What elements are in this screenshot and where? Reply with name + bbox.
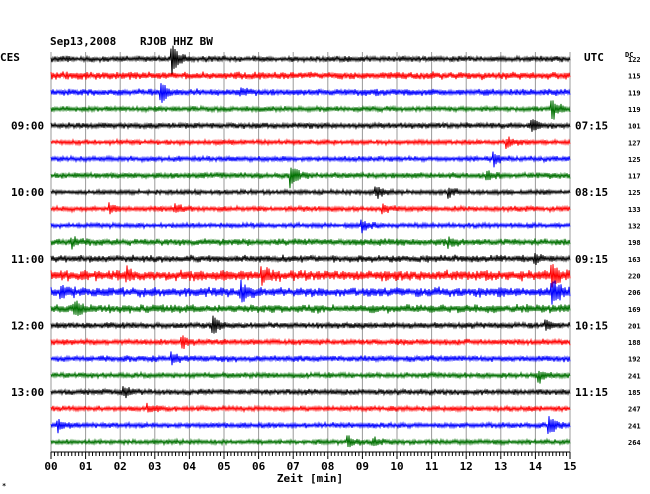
corner-mark: * [2,482,6,490]
trace-line [50,386,571,399]
trace-line [50,219,571,234]
right-time-label: 09:15 [575,253,608,266]
dc-offset-label: 125 [628,189,641,197]
x-tick-label: 13 [494,460,507,473]
minute-grid [50,52,571,452]
left-time-label: 11:00 [11,253,44,266]
trace-line [50,435,571,448]
trace-group [50,45,571,448]
left-time-label: 12:00 [11,319,44,332]
trace-line [50,71,571,81]
header-station: RJOB HHZ BW [140,35,213,48]
dc-offset-label: 117 [628,173,641,181]
trace-line [50,335,571,350]
dc-offset-label: 101 [628,123,641,131]
dc-offset-label: 119 [628,89,641,97]
x-tick-label: 05 [217,460,230,473]
trace-line [50,252,571,265]
dc-offset-label: 125 [628,156,641,164]
x-tick-label: 09 [356,460,369,473]
trace-line [50,119,571,132]
x-tick-label: 00 [44,460,57,473]
dc-offset-label: 241 [628,372,641,380]
trace-line [50,279,571,305]
trace-line [50,136,571,150]
right-time-label: 10:15 [575,319,608,332]
trace-line [50,45,571,77]
x-tick-label: 15 [563,460,576,473]
right-time-label: 08:15 [575,186,608,199]
dc-offset-label: 133 [628,206,641,214]
dc-offset-label: 220 [628,272,641,280]
dc-offset-label: 132 [628,223,641,231]
x-tick-label: 12 [460,460,473,473]
x-tick-label: 04 [183,460,197,473]
time-labels: 122 115 119 119 101 127 125 117 125 133 132 198 163 2… [11,56,641,447]
x-tick-label: 07 [287,460,300,473]
x-tick-label: 10 [390,460,403,473]
x-tick-label: 01 [79,460,93,473]
trace-line [50,186,571,199]
right-time-label: 07:15 [575,120,608,133]
left-time-label: 10:00 [11,186,44,199]
x-tick-label: 11 [425,460,439,473]
dc-offset-label: 122 [628,56,641,64]
trace-line [50,236,571,250]
dc-offset-label: 206 [628,289,641,297]
right-timezone-label: UTC [584,51,604,64]
trace-line [50,370,571,384]
dc-offset-label: 198 [628,239,641,247]
dc-offset-label: 247 [628,406,641,414]
trace-line [50,151,571,168]
trace-line [50,402,571,414]
left-time-label: 09:00 [11,120,44,133]
right-time-label: 11:15 [575,386,608,399]
dc-offset-label: 201 [628,322,641,330]
trace-line [50,100,571,120]
trace-line [50,264,571,288]
trace-line [50,167,571,189]
dc-offset-label: 241 [628,422,641,430]
trace-line [50,416,571,434]
trace-line [50,315,571,334]
left-time-label: 13:00 [11,386,44,399]
dc-offset-label: 163 [628,256,641,264]
left-timezone-label: CES [0,51,20,64]
x-tick-label: 14 [529,460,543,473]
x-tick-label: 06 [252,460,266,473]
dc-offset-label: 169 [628,306,641,314]
x-tick-label: 02 [114,460,127,473]
dc-offset-label: 192 [628,356,641,364]
trace-line [50,202,571,215]
dc-offset-label: 119 [628,106,641,114]
x-axis: 00 01 02 03 04 05 06 07 08 09 10 11 12 13 14 15 [44,451,577,473]
dc-offset-label: 115 [628,73,641,81]
trace-line [50,300,571,316]
trace-line [50,351,571,366]
x-tick-label: 08 [321,460,334,473]
header-date: Sep13,2008 [50,35,116,48]
dc-header-label: DC [625,51,633,59]
x-tick-label: 03 [148,460,161,473]
dc-offset-label: 185 [628,389,641,397]
x-axis-title: Zeit [min] [277,472,343,485]
dc-offset-label: 264 [628,439,641,447]
trace-line [50,83,571,103]
dc-offset-label: 188 [628,339,641,347]
dc-offset-label: 127 [628,139,641,147]
